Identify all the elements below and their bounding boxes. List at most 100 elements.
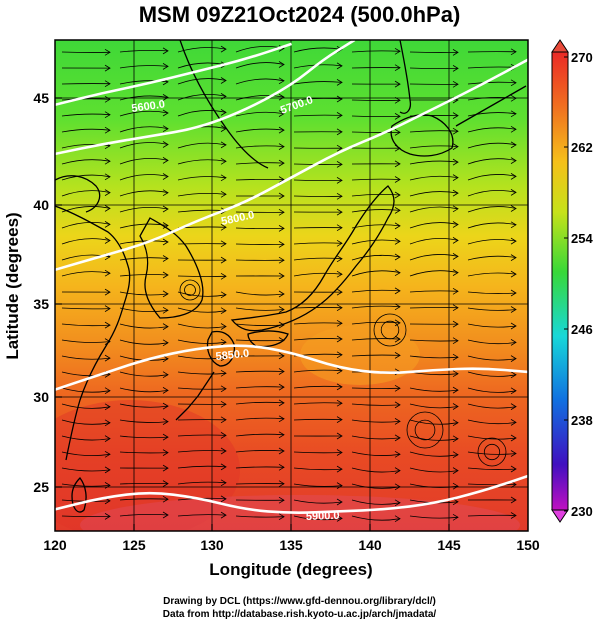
colorbar-label: 270 — [571, 50, 593, 65]
streamline — [467, 435, 517, 440]
streamline — [351, 239, 401, 245]
contour-line-5850 — [55, 344, 528, 391]
streamline — [235, 401, 285, 405]
streamline — [409, 451, 459, 457]
streamline — [177, 387, 227, 390]
streamline — [61, 419, 111, 425]
streamline-arrowhead — [162, 495, 169, 503]
streamline-arrowhead — [510, 237, 517, 245]
streamline-arrowhead — [394, 319, 401, 327]
streamline — [467, 355, 517, 361]
streamline-arrowhead — [278, 159, 285, 167]
eddy-inner — [184, 284, 196, 296]
orange-tongue — [300, 325, 420, 385]
streamline — [409, 206, 459, 213]
streamline — [119, 49, 169, 53]
streamline — [409, 237, 459, 245]
streamline-arrowhead — [452, 451, 459, 459]
streamline-arrowhead — [162, 63, 169, 70]
streamline — [177, 371, 227, 375]
streamline — [235, 227, 285, 230]
streamline — [409, 51, 459, 53]
streamline-arrowhead — [104, 497, 111, 505]
streamline-arrowhead — [336, 465, 343, 473]
streamline — [235, 111, 285, 117]
streamline — [351, 451, 401, 456]
streamline-arrowhead — [220, 463, 227, 471]
streamline — [119, 126, 169, 133]
streamline-arrowhead — [452, 205, 459, 213]
streamline-arrowhead — [452, 467, 459, 474]
ryukyu-islands — [175, 371, 215, 421]
streamline-arrowhead — [510, 419, 517, 426]
contour-label-5850: 5850.0 — [215, 348, 250, 363]
streamline-arrowhead — [104, 305, 111, 312]
streamline-arrowhead — [510, 371, 517, 379]
streamline — [467, 467, 517, 470]
streamline-arrowhead — [162, 290, 169, 298]
streamline-arrowhead — [162, 480, 169, 487]
y-tick-labels: 25 30 35 40 45 — [33, 90, 49, 495]
streamline — [119, 206, 169, 213]
streamline — [119, 403, 169, 408]
streamline-arrowhead — [162, 271, 169, 279]
lat-lon-grid — [55, 40, 528, 531]
y-tick-label: 30 — [33, 389, 49, 405]
streamline — [61, 403, 111, 409]
streamline-arrowhead — [278, 306, 285, 313]
streamline — [467, 127, 517, 133]
streamline-arrowhead — [104, 419, 111, 427]
streamline-arrowhead — [162, 355, 169, 363]
streamline — [119, 513, 169, 517]
streamline-arrowhead — [452, 513, 459, 521]
streamline-arrowhead — [104, 338, 111, 345]
streamline — [119, 110, 169, 117]
streamline-arrowhead — [162, 511, 169, 519]
streamline — [177, 355, 227, 360]
streamline-arrowhead — [336, 128, 343, 136]
streamline-arrowhead — [278, 383, 285, 391]
streamline-arrowhead — [452, 221, 459, 228]
streamline — [351, 289, 401, 293]
streamline — [467, 371, 517, 377]
contour-line-5800 — [55, 58, 528, 272]
streamline — [235, 450, 285, 453]
streamline — [177, 450, 227, 453]
streamline — [409, 222, 459, 229]
streamline — [235, 145, 285, 149]
eddy — [373, 313, 407, 347]
streamline — [467, 514, 517, 517]
streamline-arrowhead — [510, 355, 517, 362]
streamline — [177, 514, 227, 517]
y-tick-label: 25 — [33, 479, 49, 495]
streamline — [235, 95, 285, 101]
streamline — [351, 435, 401, 440]
streamline — [351, 419, 401, 423]
streamline — [119, 419, 169, 423]
streamline-arrowhead — [394, 467, 401, 474]
streamline — [235, 433, 285, 437]
streamline — [409, 355, 459, 359]
streamline-arrowhead — [162, 418, 169, 425]
streamline-arrowhead — [452, 337, 459, 345]
streamline-arrowhead — [278, 496, 285, 504]
streamline-arrowhead — [452, 304, 459, 312]
colorbar-label: 238 — [571, 413, 593, 428]
streamline-arrowhead — [162, 464, 169, 472]
streamline — [177, 434, 227, 437]
streamline-arrowhead — [278, 241, 285, 248]
streamline — [293, 257, 343, 261]
streamline — [235, 243, 285, 245]
kyushu — [206, 330, 236, 367]
streamline — [293, 451, 343, 454]
streamline-arrowhead — [220, 141, 227, 149]
streamline-arrowhead — [336, 288, 343, 296]
streamline-arrowhead — [162, 402, 169, 410]
streamline — [119, 274, 169, 277]
streamline-arrowhead — [220, 157, 227, 165]
streamline-arrowhead — [510, 450, 517, 457]
streamline-arrowhead — [278, 208, 285, 216]
credit-data: Data from http://database.rish.kyoto-u.a… — [162, 609, 437, 620]
streamline — [293, 179, 343, 182]
streamline — [293, 483, 343, 487]
